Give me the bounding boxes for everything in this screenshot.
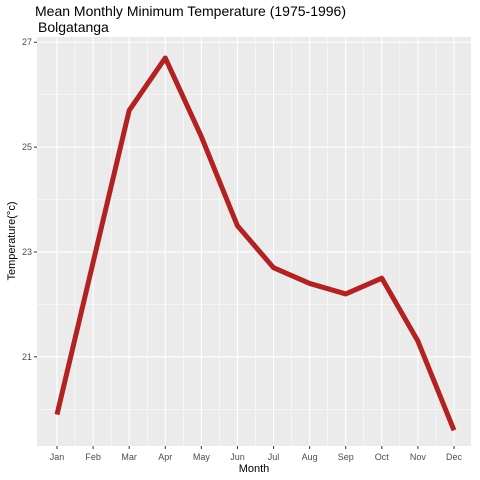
x-tick-label: Feb bbox=[85, 452, 101, 462]
y-tick-label: 23 bbox=[22, 247, 32, 257]
x-tick-label: Sep bbox=[338, 452, 354, 462]
x-tick-label: Nov bbox=[410, 452, 427, 462]
x-tick-label: May bbox=[193, 452, 211, 462]
x-tick-label: Aug bbox=[302, 452, 318, 462]
series-line bbox=[54, 55, 457, 432]
x-tick-label: Mar bbox=[121, 452, 137, 462]
x-tick-label: Apr bbox=[158, 452, 172, 462]
y-axis-label: Temperature(°c) bbox=[6, 202, 18, 281]
x-tick-label: Jun bbox=[230, 452, 245, 462]
y-tick-label: 27 bbox=[22, 37, 32, 47]
x-tick-label: Dec bbox=[446, 452, 463, 462]
y-tick-label: 25 bbox=[22, 142, 32, 152]
y-axis-ticks: 21 23 25 27 bbox=[22, 37, 37, 362]
y-tick-label: 21 bbox=[22, 352, 32, 362]
x-tick-label: Jan bbox=[50, 452, 65, 462]
x-tick-label: Jul bbox=[268, 452, 280, 462]
chart-subtitle: Bolgatanga bbox=[38, 19, 109, 35]
x-axis-ticks: Jan Feb Mar Apr May Jun Jul Aug Sep Oct Nov Dec bbox=[50, 446, 463, 462]
grid-minor bbox=[37, 37, 471, 446]
x-axis-label: Month bbox=[239, 463, 270, 475]
grid-major bbox=[37, 37, 471, 446]
series-layer bbox=[54, 55, 457, 432]
chart-title: Mean Monthly Minimum Temperature (1975-1… bbox=[35, 3, 346, 19]
x-tick-label: Oct bbox=[375, 452, 390, 462]
